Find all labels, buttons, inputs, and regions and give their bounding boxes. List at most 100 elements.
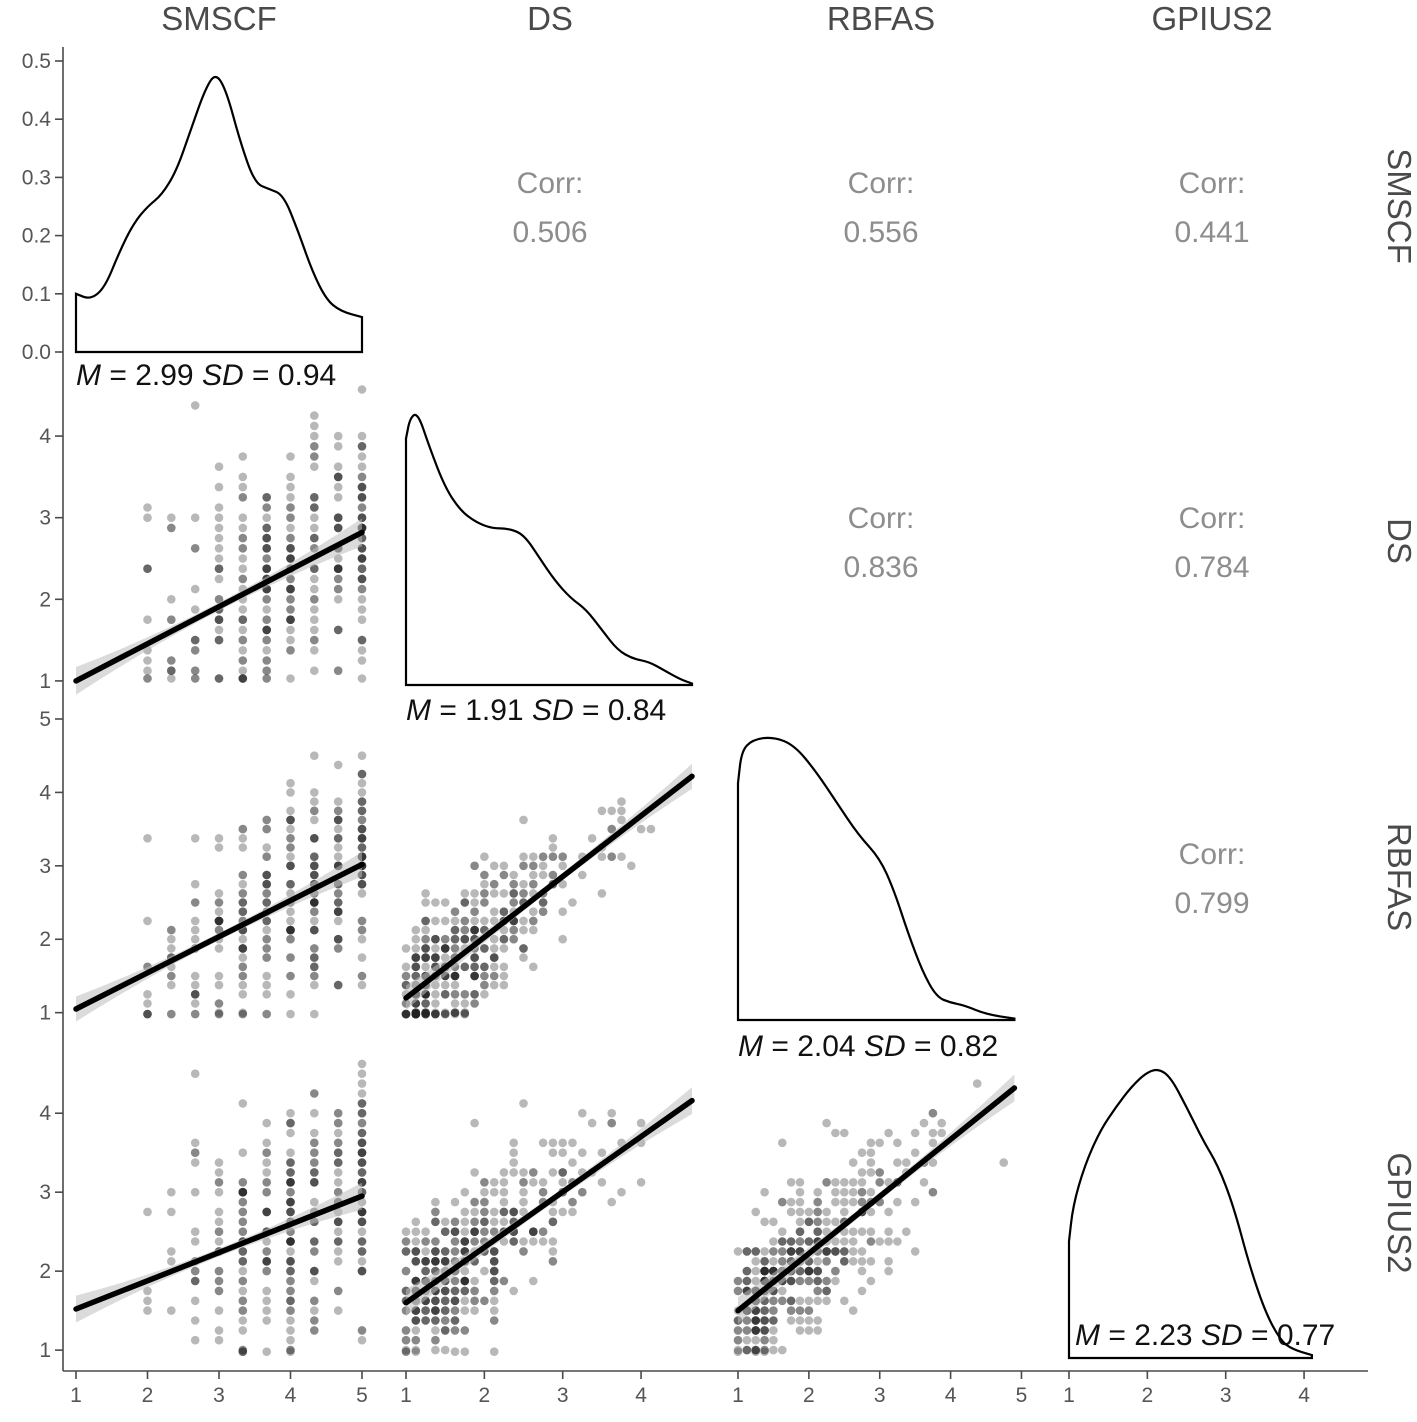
scatter-point-ds-gpius2 <box>411 1316 421 1325</box>
scatter-point-ds-rbfas <box>460 916 470 926</box>
y-tick-label-rbfas-0: 1 <box>39 1002 51 1025</box>
scatter-point-ds-rbfas <box>440 980 450 990</box>
scatter-point-smscf-gpius2 <box>143 1306 152 1315</box>
scatter-point-smscf-ds <box>238 544 248 553</box>
scatter-point-rbfas-gpius2 <box>769 1306 778 1315</box>
scatter-point-ds-rbfas <box>470 907 479 916</box>
scatter-point-smscf-ds <box>262 523 272 533</box>
scatter-point-ds-gpius2 <box>489 1286 499 1296</box>
scatter-point-smscf-rbfas <box>310 925 319 935</box>
scatter-point-smscf-ds <box>357 595 367 604</box>
scatter-point-ds-gpius2 <box>440 1257 450 1266</box>
scatter-point-ds-rbfas <box>519 944 528 953</box>
density-curve-smscf <box>74 75 364 354</box>
scatter-point-rbfas-gpius2 <box>857 1178 867 1187</box>
scatter-point-smscf-gpius2 <box>333 1118 343 1128</box>
scatter-point-ds-gpius2 <box>411 1257 421 1266</box>
scatter-point-smscf-gpius2 <box>333 1217 343 1227</box>
scatter-point-ds-rbfas <box>519 944 528 953</box>
scatter-point-rbfas-gpius2 <box>804 1217 814 1227</box>
scatter-point-smscf-ds <box>286 472 295 482</box>
scatter-point-rbfas-gpius2 <box>760 1316 769 1325</box>
scatter-point-ds-rbfas <box>401 1009 411 1019</box>
scatter-point-rbfas-gpius2 <box>857 1286 867 1296</box>
scatter-point-ds-gpius2 <box>431 1335 440 1345</box>
scatter-point-ds-rbfas <box>519 916 528 926</box>
scatter-point-rbfas-gpius2 <box>742 1326 752 1335</box>
scatter-point-smscf-ds <box>262 595 272 604</box>
scatter-point-smscf-gpius2 <box>214 1286 224 1296</box>
scatter-point-ds-gpius2 <box>489 1178 499 1187</box>
scatter-point-rbfas-gpius2 <box>840 1197 849 1207</box>
scatter-point-smscf-ds <box>262 666 272 675</box>
scatter-point-rbfas-gpius2 <box>831 1128 840 1138</box>
scatter-point-smscf-rbfas <box>238 870 248 880</box>
scatter-point-rbfas-gpius2 <box>795 1237 805 1246</box>
scatter-point-ds-gpius2 <box>568 1158 577 1167</box>
scatter-point-rbfas-gpius2 <box>751 1345 760 1355</box>
scatter-point-smscf-rbfas <box>357 834 367 843</box>
scatter-point-rbfas-gpius2 <box>751 1326 760 1335</box>
scatter-point-ds-rbfas <box>480 980 489 990</box>
scatter-point-ds-gpius2 <box>460 1217 470 1227</box>
scatter-point-ds-rbfas <box>411 1009 421 1019</box>
scatter-point-smscf-rbfas <box>286 916 295 926</box>
scatter-point-smscf-ds <box>167 666 176 675</box>
scatter-point-smscf-rbfas <box>310 797 319 806</box>
scatter-point-ds-rbfas <box>411 962 421 972</box>
scatter-point-ds-gpius2 <box>558 1207 567 1217</box>
scatter-point-ds-rbfas <box>440 1009 450 1019</box>
scatter-point-smscf-ds <box>357 615 367 624</box>
scatter-point-ds-gpius2 <box>636 1118 646 1128</box>
scatter-point-rbfas-gpius2 <box>742 1345 752 1355</box>
scatter-point-smscf-gpius2 <box>310 1128 319 1138</box>
scatter-point-smscf-gpius2 <box>286 1118 295 1128</box>
scatter-point-rbfas-gpius2 <box>857 1187 867 1197</box>
scatter-point-ds-rbfas <box>411 1009 421 1019</box>
scatter-point-smscf-gpius2 <box>357 1108 367 1118</box>
scatter-point-smscf-ds <box>286 646 295 655</box>
scatter-point-ds-rbfas <box>470 999 479 1008</box>
scatter-point-ds-rbfas <box>460 889 470 898</box>
scatter-point-rbfas-gpius2 <box>769 1217 778 1227</box>
scatter-point-smscf-rbfas <box>286 879 295 889</box>
scatter-point-smscf-ds <box>310 523 319 533</box>
scatter-point-rbfas-gpius2 <box>760 1326 769 1335</box>
scatter-point-smscf-ds <box>357 431 367 441</box>
scatter-point-rbfas-gpius2 <box>769 1316 778 1325</box>
scatter-point-smscf-ds <box>357 635 367 645</box>
scatter-point-smscf-rbfas <box>214 916 224 926</box>
scatter-point-ds-gpius2 <box>421 1227 430 1236</box>
scatter-point-smscf-ds <box>333 482 343 492</box>
scatter-point-ds-gpius2 <box>460 1276 470 1286</box>
scatter-point-ds-rbfas <box>411 1008 421 1017</box>
scatter-point-rbfas-gpius2 <box>795 1197 805 1207</box>
scatter-point-ds-gpius2 <box>421 1257 430 1266</box>
scatter-point-smscf-gpius2 <box>238 1257 248 1266</box>
scatter-point-smscf-rbfas <box>286 806 295 816</box>
y-tick-label-rbfas-3: 4 <box>39 781 51 804</box>
scatter-point-rbfas-gpius2 <box>769 1316 778 1325</box>
scatter-point-ds-rbfas <box>499 934 509 944</box>
scatter-point-smscf-ds <box>310 513 319 522</box>
scatter-point-rbfas-gpius2 <box>795 1276 805 1286</box>
scatter-point-ds-gpius2 <box>411 1335 421 1345</box>
scatter-point-smscf-ds <box>214 513 224 522</box>
scatter-point-rbfas-gpius2 <box>760 1266 769 1276</box>
scatter-point-ds-rbfas <box>421 916 430 926</box>
scatter-point-ds-rbfas <box>431 953 440 962</box>
scatter-point-smscf-ds <box>286 584 295 594</box>
scatter-point-ds-gpius2 <box>440 1316 450 1325</box>
scatter-point-smscf-ds <box>333 462 343 472</box>
scatter-point-ds-rbfas <box>519 879 528 889</box>
scatter-point-rbfas-gpius2 <box>840 1207 849 1217</box>
scatter-point-smscf-rbfas <box>190 990 200 999</box>
scatter-point-rbfas-gpius2 <box>751 1347 760 1356</box>
scatter-point-smscf-rbfas <box>262 889 272 898</box>
scatter-point-smscf-rbfas <box>333 898 343 907</box>
scatter-point-smscf-rbfas <box>310 898 319 907</box>
scatter-point-ds-rbfas <box>480 990 489 999</box>
scatter-point-rbfas-gpius2 <box>751 1345 760 1355</box>
scatter-point-smscf-gpius2 <box>262 1187 272 1197</box>
scatter-point-ds-rbfas <box>401 1009 411 1019</box>
